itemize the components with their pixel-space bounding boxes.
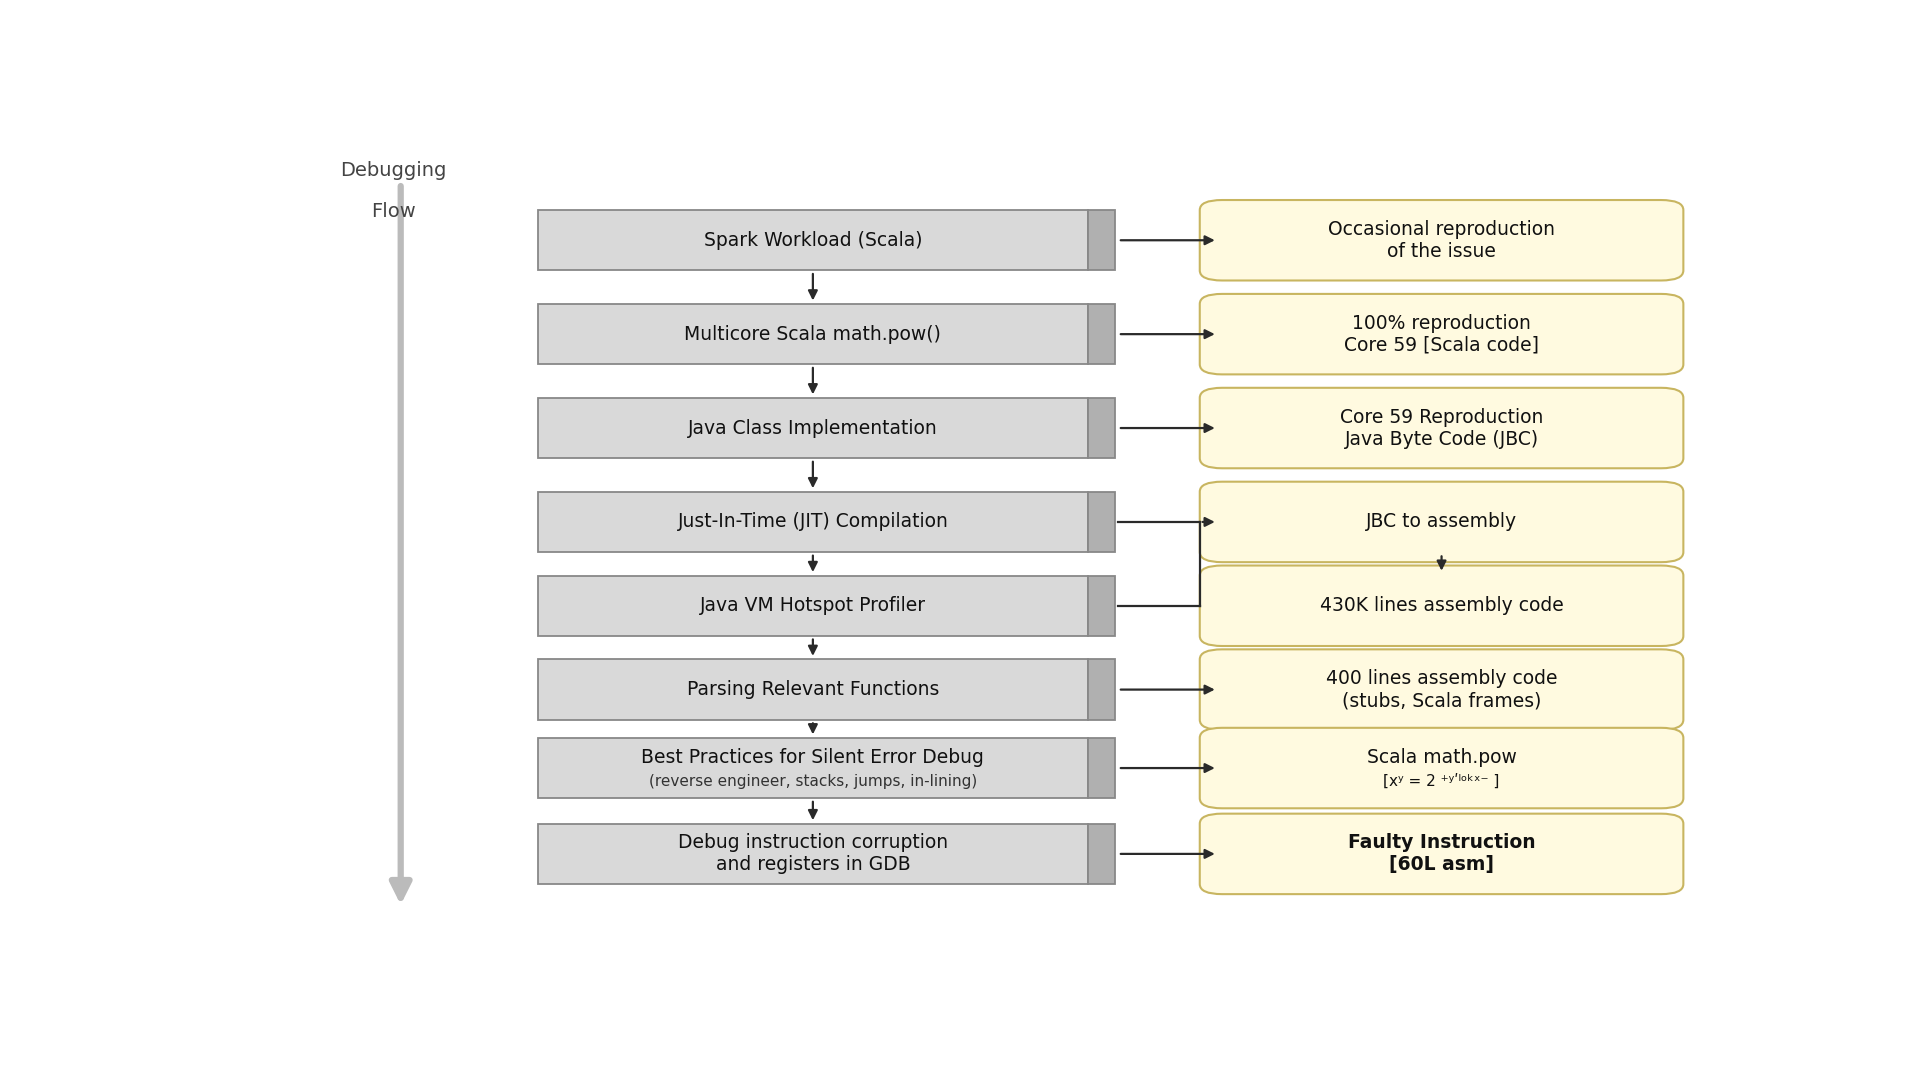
Text: Core 59 Reproduction
Java Byte Code (JBC): Core 59 Reproduction Java Byte Code (JBC… <box>1340 407 1544 448</box>
Text: Java Class Implementation: Java Class Implementation <box>687 419 937 437</box>
FancyBboxPatch shape <box>1089 211 1116 270</box>
Text: 430K lines assembly code: 430K lines assembly code <box>1319 596 1563 616</box>
Text: Occasional reproduction
of the issue: Occasional reproduction of the issue <box>1329 219 1555 260</box>
FancyBboxPatch shape <box>1200 566 1684 646</box>
Text: [xʸ = 2 ⁺ʸʹˡᵒᵏˣ⁻ ]: [xʸ = 2 ⁺ʸʹˡᵒᵏˣ⁻ ] <box>1384 774 1500 789</box>
FancyBboxPatch shape <box>1089 660 1116 719</box>
FancyBboxPatch shape <box>1089 576 1116 636</box>
FancyBboxPatch shape <box>1200 388 1684 469</box>
FancyBboxPatch shape <box>1089 738 1116 798</box>
FancyBboxPatch shape <box>538 211 1089 270</box>
FancyBboxPatch shape <box>538 397 1089 458</box>
Text: Faulty Instruction
[60L asm]: Faulty Instruction [60L asm] <box>1348 834 1536 875</box>
FancyBboxPatch shape <box>538 576 1089 636</box>
Text: Multicore Scala math.pow(): Multicore Scala math.pow() <box>684 325 941 343</box>
Text: Spark Workload (Scala): Spark Workload (Scala) <box>703 231 922 249</box>
FancyBboxPatch shape <box>1200 728 1684 808</box>
Text: 400 lines assembly code
(stubs, Scala frames): 400 lines assembly code (stubs, Scala fr… <box>1327 670 1557 710</box>
FancyBboxPatch shape <box>538 660 1089 719</box>
Text: Flow: Flow <box>371 202 415 221</box>
Text: Debug instruction corruption
and registers in GDB: Debug instruction corruption and registe… <box>678 834 948 875</box>
FancyBboxPatch shape <box>1089 397 1116 458</box>
FancyBboxPatch shape <box>1200 200 1684 281</box>
Text: Java VM Hotspot Profiler: Java VM Hotspot Profiler <box>699 596 925 616</box>
FancyBboxPatch shape <box>538 303 1089 364</box>
Text: JBC to assembly: JBC to assembly <box>1365 512 1517 531</box>
FancyBboxPatch shape <box>1200 649 1684 730</box>
Text: Scala math.pow: Scala math.pow <box>1367 748 1517 768</box>
FancyBboxPatch shape <box>1089 824 1116 885</box>
FancyBboxPatch shape <box>538 491 1089 552</box>
FancyBboxPatch shape <box>1200 482 1684 563</box>
Text: (reverse engineer, stacks, jumps, in-lining): (reverse engineer, stacks, jumps, in-lin… <box>649 774 977 789</box>
FancyBboxPatch shape <box>538 824 1089 885</box>
Text: Parsing Relevant Functions: Parsing Relevant Functions <box>687 680 939 699</box>
Text: Best Practices for Silent Error Debug: Best Practices for Silent Error Debug <box>641 748 985 768</box>
FancyBboxPatch shape <box>1200 294 1684 375</box>
FancyBboxPatch shape <box>1089 303 1116 364</box>
Text: Debugging: Debugging <box>340 161 447 180</box>
Text: Just-In-Time (JIT) Compilation: Just-In-Time (JIT) Compilation <box>678 512 948 531</box>
FancyBboxPatch shape <box>538 738 1089 798</box>
FancyBboxPatch shape <box>1200 813 1684 894</box>
Text: 100% reproduction
Core 59 [Scala code]: 100% reproduction Core 59 [Scala code] <box>1344 313 1540 354</box>
FancyBboxPatch shape <box>1089 491 1116 552</box>
